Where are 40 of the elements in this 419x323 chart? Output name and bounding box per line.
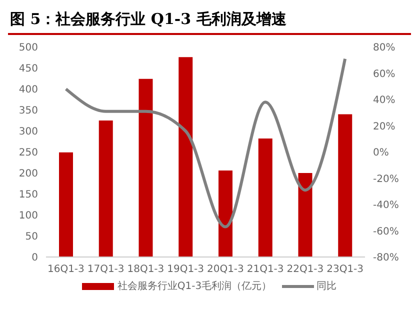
y-tick-label: 300	[18, 126, 38, 138]
line-series	[64, 57, 347, 228]
x-tick-label: 20Q1-3	[206, 264, 244, 276]
y-tick-label: 500	[18, 42, 38, 54]
legend-label: 社会服务行业Q1-3毛利润（亿元）	[117, 280, 272, 293]
y-tick-label: 0	[32, 252, 38, 264]
bar	[298, 173, 312, 257]
y-tick-label: 150	[18, 190, 38, 201]
y-tick-label: 400	[18, 84, 38, 96]
y-tick-label: 250	[18, 148, 38, 159]
y-tick-label: 350	[18, 106, 38, 117]
y-tick-label: 100	[18, 210, 38, 222]
bar	[178, 57, 193, 257]
bar	[338, 114, 352, 257]
x-tick-label: 16Q1-3	[47, 264, 84, 276]
y-tick-label: 200	[18, 168, 38, 180]
y2-tick-label: -80%	[373, 252, 399, 264]
y2-tick-label: -40%	[373, 200, 399, 212]
y-tick-label: 50	[25, 232, 38, 243]
y2-tick-label: -60%	[373, 226, 399, 238]
legend-label: 同比	[316, 280, 337, 293]
y2-tick-label: 80%	[373, 42, 396, 54]
y2-tick-label: 20%	[373, 121, 396, 132]
x-tick-label: 23Q1-3	[326, 264, 364, 276]
x-tick-label: 22Q1-3	[286, 264, 324, 276]
y2-tick-label: 60%	[373, 68, 396, 80]
bar	[218, 170, 232, 257]
y2-tick-label: -20%	[373, 174, 399, 185]
x-tick-label: 17Q1-3	[87, 264, 124, 276]
y2-tick-label: 40%	[373, 95, 396, 106]
y2-tick-label: 0%	[373, 148, 389, 159]
bar	[59, 152, 73, 257]
bar	[138, 78, 153, 257]
chart-title: 图 5：社会服务行业 Q1-3 毛利润及增速	[8, 8, 411, 35]
bar	[258, 138, 272, 257]
y-tick-label: 450	[18, 64, 38, 75]
x-tick-label: 18Q1-3	[127, 264, 164, 276]
x-tick-label: 21Q1-3	[246, 264, 284, 276]
bar	[98, 120, 113, 257]
x-tick-label: 19Q1-3	[167, 264, 204, 276]
